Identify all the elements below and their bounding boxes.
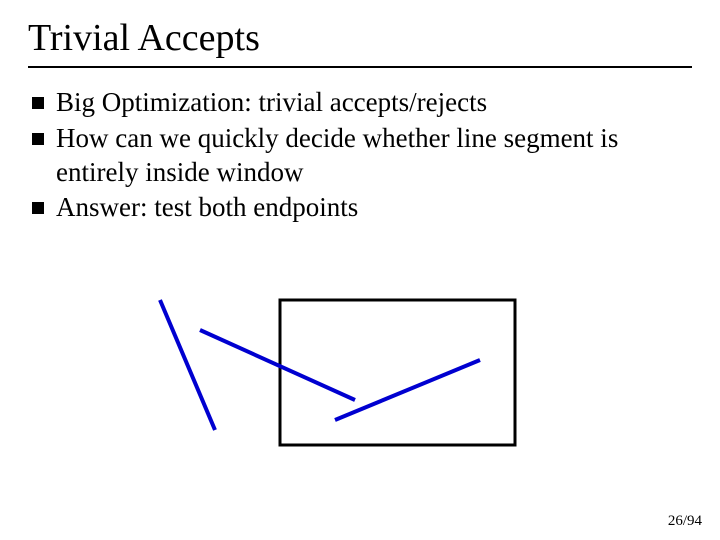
- bullet-text: Answer: test both endpoints: [56, 191, 692, 225]
- clipping-diagram: [130, 290, 550, 470]
- square-bullet-icon: [32, 202, 44, 214]
- square-bullet-icon: [32, 133, 44, 145]
- bullet-text: How can we quickly decide whether line s…: [56, 122, 692, 190]
- segment-inside: [335, 360, 480, 420]
- slide: Trivial Accepts Big Optimization: trivia…: [0, 0, 720, 540]
- bullet-list: Big Optimization: trivial accepts/reject…: [28, 86, 692, 225]
- square-bullet-icon: [32, 97, 44, 109]
- segment-outside: [160, 300, 215, 430]
- bullet-item: How can we quickly decide whether line s…: [32, 122, 692, 190]
- bullet-item: Big Optimization: trivial accepts/reject…: [32, 86, 692, 120]
- title-rule: [28, 66, 692, 68]
- page-number: 26/94: [668, 513, 702, 530]
- bullet-item: Answer: test both endpoints: [32, 191, 692, 225]
- clip-window-rect: [280, 300, 515, 445]
- segment-crossing: [200, 330, 355, 400]
- slide-title: Trivial Accepts: [28, 16, 692, 60]
- bullet-text: Big Optimization: trivial accepts/reject…: [56, 86, 692, 120]
